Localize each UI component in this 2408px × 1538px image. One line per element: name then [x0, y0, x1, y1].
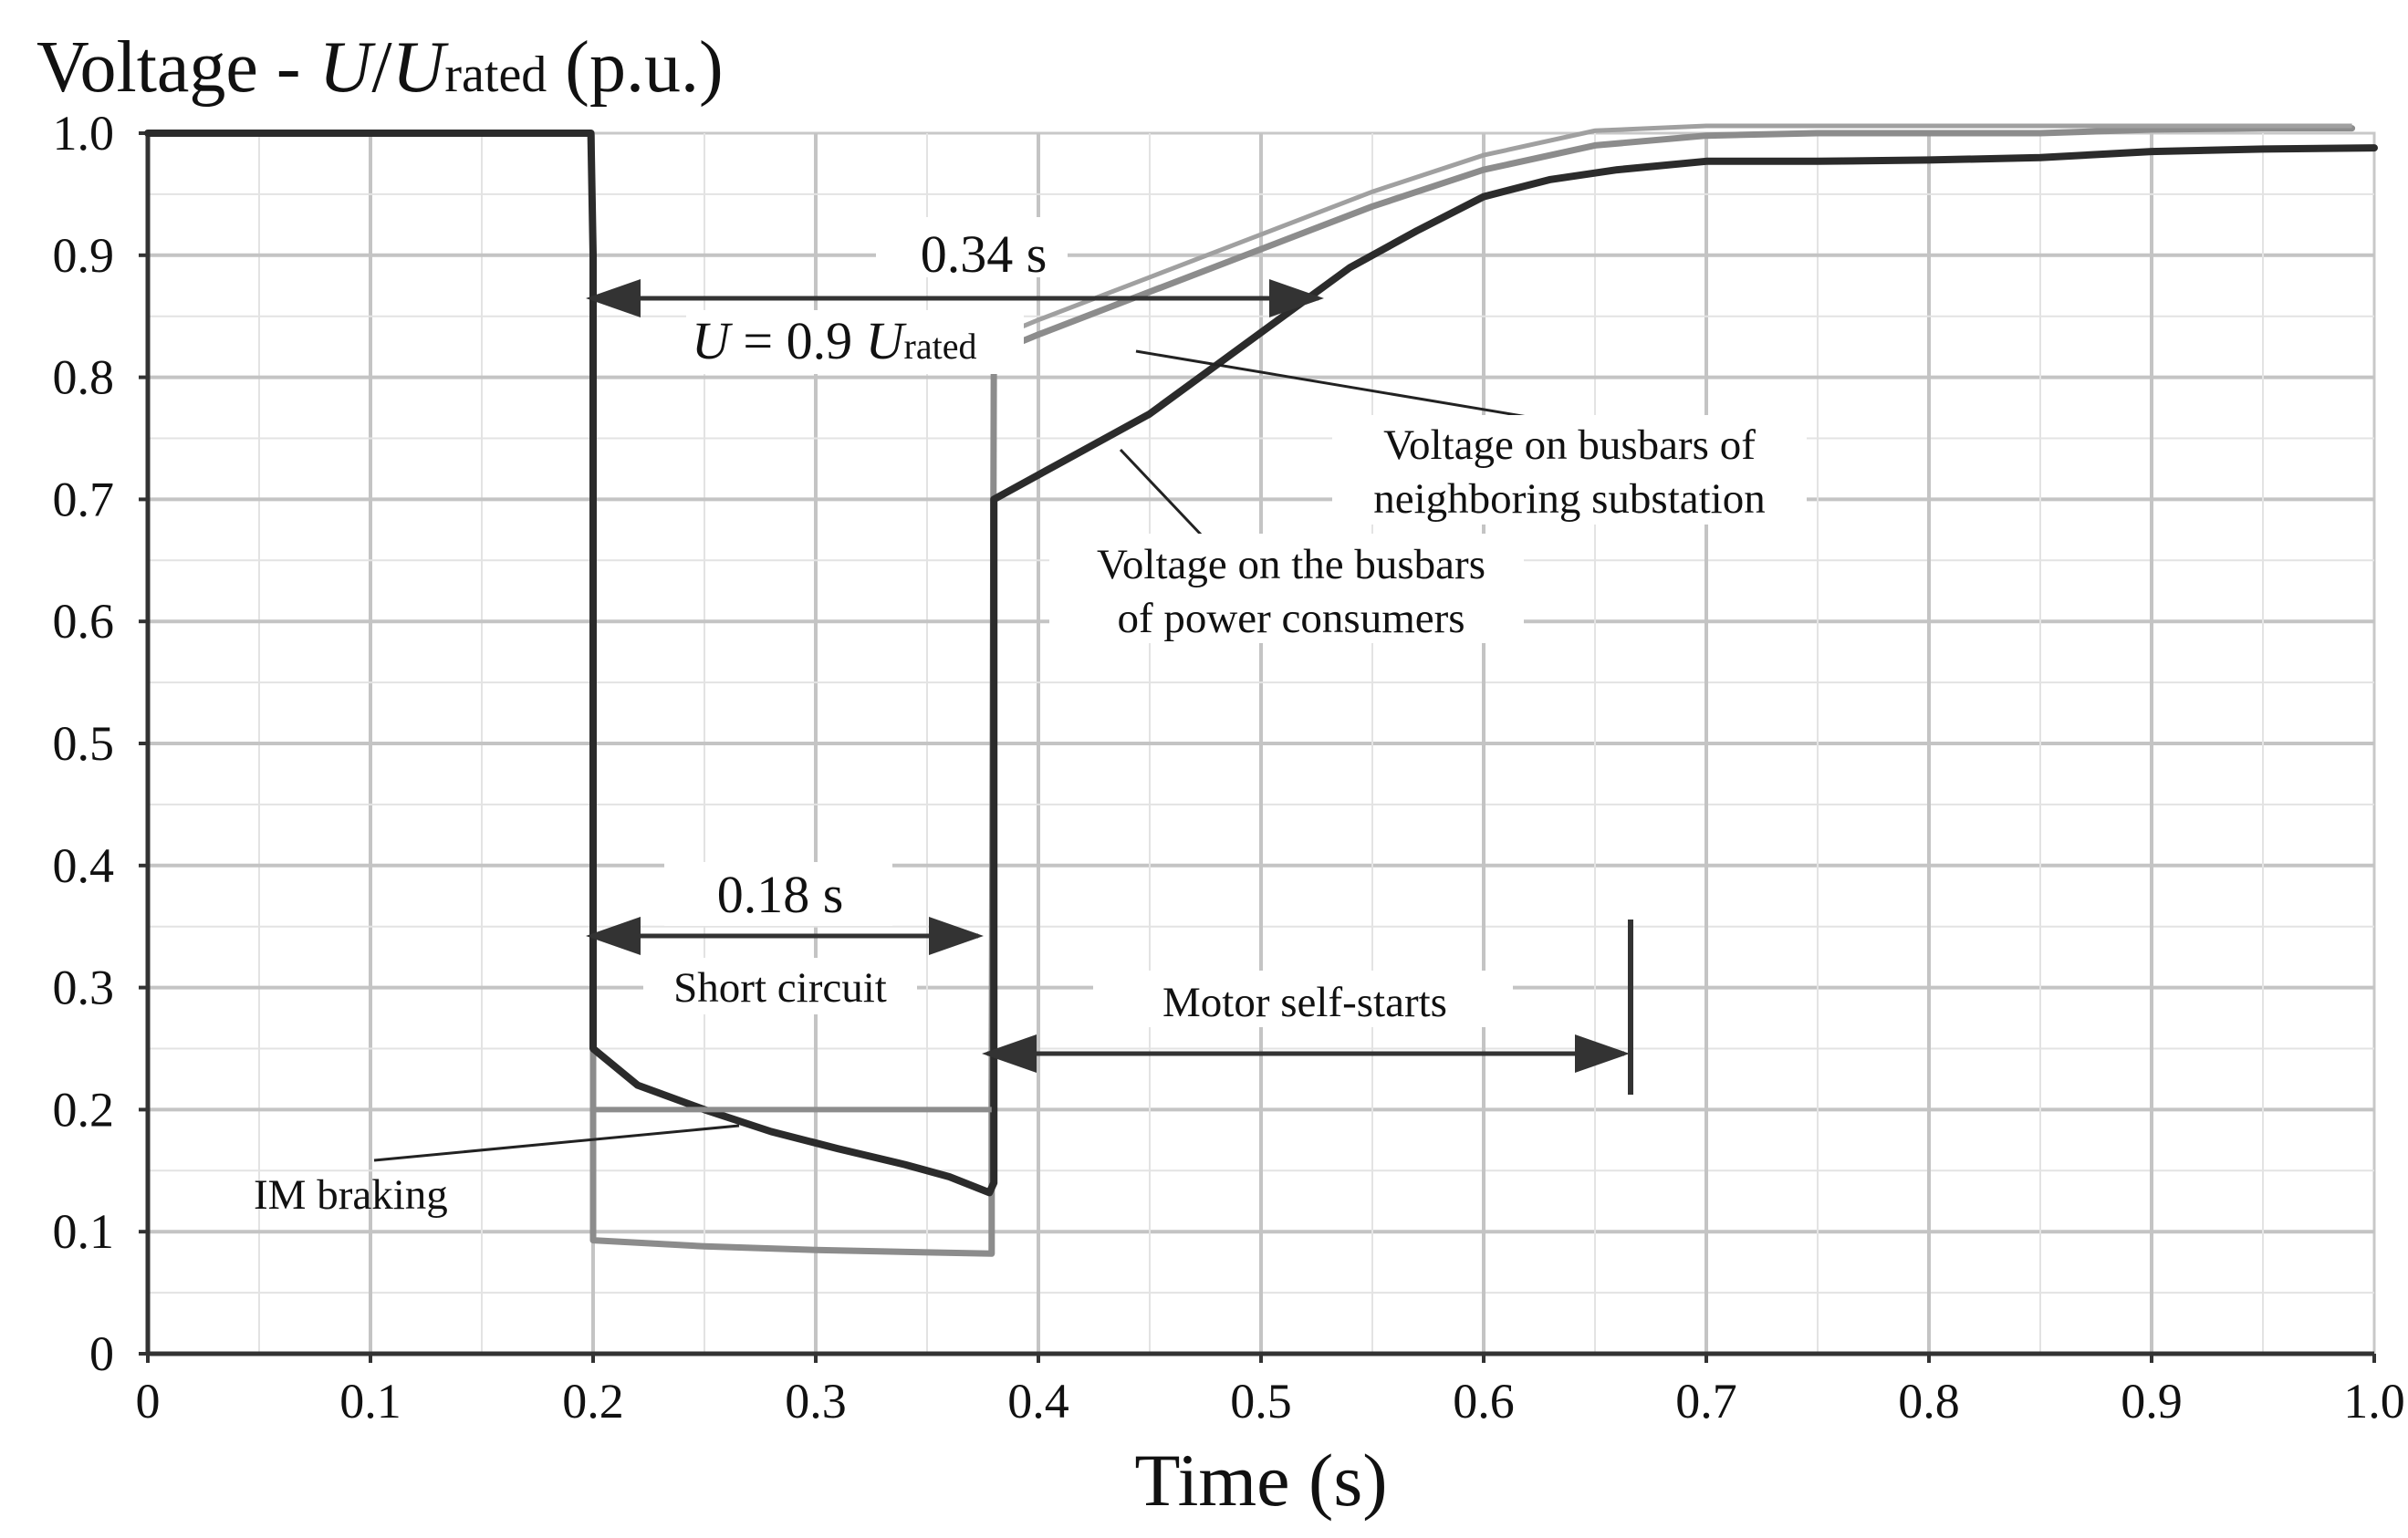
y-tick-label: 0.8	[53, 350, 115, 405]
label-018s: 0.18 s	[717, 865, 844, 924]
x-tick-label: 0.4	[1007, 1374, 1069, 1429]
label-im-braking: IM braking	[254, 1171, 448, 1219]
label-u-eq-09: U = 0.9 Urated	[692, 311, 976, 370]
series-line-neighboring-substation-twin	[993, 123, 2352, 341]
y-tick-label: 0.6	[53, 594, 115, 649]
y-tick-label: 0	[89, 1326, 114, 1381]
x-tick-label: 0.9	[2121, 1374, 2183, 1429]
x-tick-label: 0.8	[1898, 1374, 1960, 1429]
y-tick-label: 0.7	[53, 472, 115, 526]
y-axis-ticks: 0 0.1 0.2 0.3 0.4 0.5 0.6 0.7 0.8 0.9 1.0	[53, 106, 148, 1381]
annotations	[373, 279, 1633, 1162]
label-neighbor-line1: Voltage on busbars of	[1383, 421, 1756, 469]
grid	[148, 133, 2374, 1354]
x-tick-label: 0	[136, 1374, 161, 1429]
leader-neighbor	[1135, 349, 1561, 424]
x-tick-label: 0.5	[1230, 1374, 1292, 1429]
leader-consumer	[1119, 448, 1204, 538]
x-tick-label: 0.1	[339, 1374, 401, 1429]
x-tick-label: 0.2	[562, 1374, 624, 1429]
label-motor-self-starts: Motor self-starts	[1162, 979, 1447, 1026]
x-axis-ticks: 0 0.1 0.2 0.3 0.4 0.5 0.6 0.7 0.8 0.9 1.0	[136, 1354, 2405, 1429]
x-axis-label: Time (s)	[1134, 1439, 1387, 1522]
leader-im-braking	[373, 1124, 740, 1162]
x-tick-label: 0.6	[1453, 1374, 1515, 1429]
y-tick-label: 0.9	[53, 228, 115, 283]
label-short-circuit: Short circuit	[673, 964, 887, 1012]
label-034s: 0.34 s	[921, 224, 1048, 284]
x-tick-label: 1.0	[2343, 1374, 2405, 1429]
label-consumer-line1: Voltage on the busbars	[1097, 541, 1485, 588]
y-tick-label: 1.0	[53, 106, 115, 161]
y-tick-label: 0.3	[53, 961, 115, 1015]
y-tick-label: 0.2	[53, 1082, 115, 1137]
x-tick-label: 0.3	[785, 1374, 847, 1429]
series-group	[144, 123, 2378, 1257]
label-consumer-line2: of power consumers	[1117, 595, 1465, 642]
y-tick-label: 0.5	[53, 716, 115, 771]
y-tick-label: 0.4	[53, 838, 115, 893]
chart-title: Voltage - U/Urated (p.u.)	[36, 27, 724, 108]
label-neighbor-line2: neighboring substation	[1373, 475, 1766, 523]
series-line-power-consumers	[144, 130, 2378, 1197]
x-tick-label: 0.7	[1675, 1374, 1737, 1429]
y-tick-label: 0.1	[53, 1204, 115, 1259]
series-line-neighboring-substation	[589, 125, 2356, 1257]
